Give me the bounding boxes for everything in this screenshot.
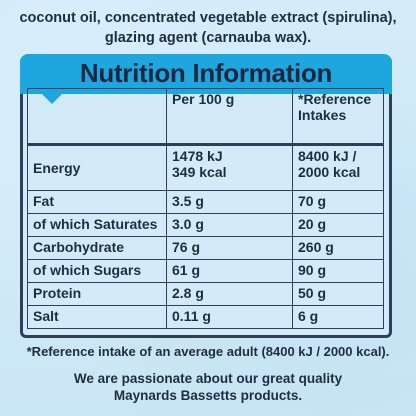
per-100g-value: 61 g xyxy=(166,259,293,283)
reference-intake-value: 70 g xyxy=(292,190,384,214)
reference-intake-value: 50 g xyxy=(292,282,384,306)
row-label: of which Sugars xyxy=(27,259,167,283)
reference-footnote: *Reference intake of an average adult (8… xyxy=(26,344,390,359)
row-label: Salt xyxy=(27,305,167,329)
table-row: of which Sugars 61 g 90 g xyxy=(27,259,384,283)
per-100g-value: 0.11 g xyxy=(166,305,293,329)
row-label: Protein xyxy=(27,282,167,306)
per-100g-value: 3.0 g xyxy=(166,213,293,237)
per-100g-value: 3.5 g xyxy=(166,190,293,214)
ingredients-line-1: coconut oil, concentrated vegetable extr… xyxy=(19,10,397,26)
reference-intake-value: 8400 kJ / 2000 kcal xyxy=(292,144,384,191)
table-row: Salt 0.11 g 6 g xyxy=(27,305,384,329)
reference-intake-value: 90 g xyxy=(292,259,384,283)
table-header-row: Per 100 g *Reference Intakes xyxy=(27,88,384,146)
closing-text: We are passionate about our great qualit… xyxy=(0,370,416,404)
row-label: Energy xyxy=(27,144,167,191)
row-label: Carbohydrate xyxy=(27,236,167,260)
ingredients-line-2: glazing agent (carnauba wax). xyxy=(104,30,312,46)
closing-line-1: We are passionate about our great qualit… xyxy=(73,371,343,386)
row-label: of which Saturates xyxy=(27,213,167,237)
table-row: Protein 2.8 g 50 g xyxy=(27,282,384,306)
ingredients-text: coconut oil, concentrated vegetable extr… xyxy=(0,8,416,48)
header-blank xyxy=(27,88,167,146)
header-reference-intakes: *Reference Intakes xyxy=(292,88,384,146)
closing-line-2: Maynards Bassetts products. xyxy=(113,388,303,403)
table-row: Carbohydrate 76 g 260 g xyxy=(27,236,384,260)
reference-intake-value: 6 g xyxy=(292,305,384,329)
header-per-100g: Per 100 g xyxy=(166,88,293,146)
per-100g-value: 1478 kJ 349 kcal xyxy=(166,144,293,191)
per-100g-value: 2.8 g xyxy=(166,282,293,306)
row-label: Fat xyxy=(27,190,167,214)
reference-intake-value: 260 g xyxy=(292,236,384,260)
per-100g-value: 76 g xyxy=(166,236,293,260)
nutrition-title: Nutrition Information xyxy=(79,58,333,88)
reference-intake-value: 20 g xyxy=(292,213,384,237)
table-row: Energy 1478 kJ 349 kcal 8400 kJ / 2000 k… xyxy=(27,144,384,191)
table-row: Fat 3.5 g 70 g xyxy=(27,190,384,214)
nutrition-table: Per 100 g *Reference Intakes Energy 1478… xyxy=(27,88,384,329)
table-row: of which Saturates 3.0 g 20 g xyxy=(27,213,384,237)
nutrition-header: Nutrition Information xyxy=(20,54,392,104)
